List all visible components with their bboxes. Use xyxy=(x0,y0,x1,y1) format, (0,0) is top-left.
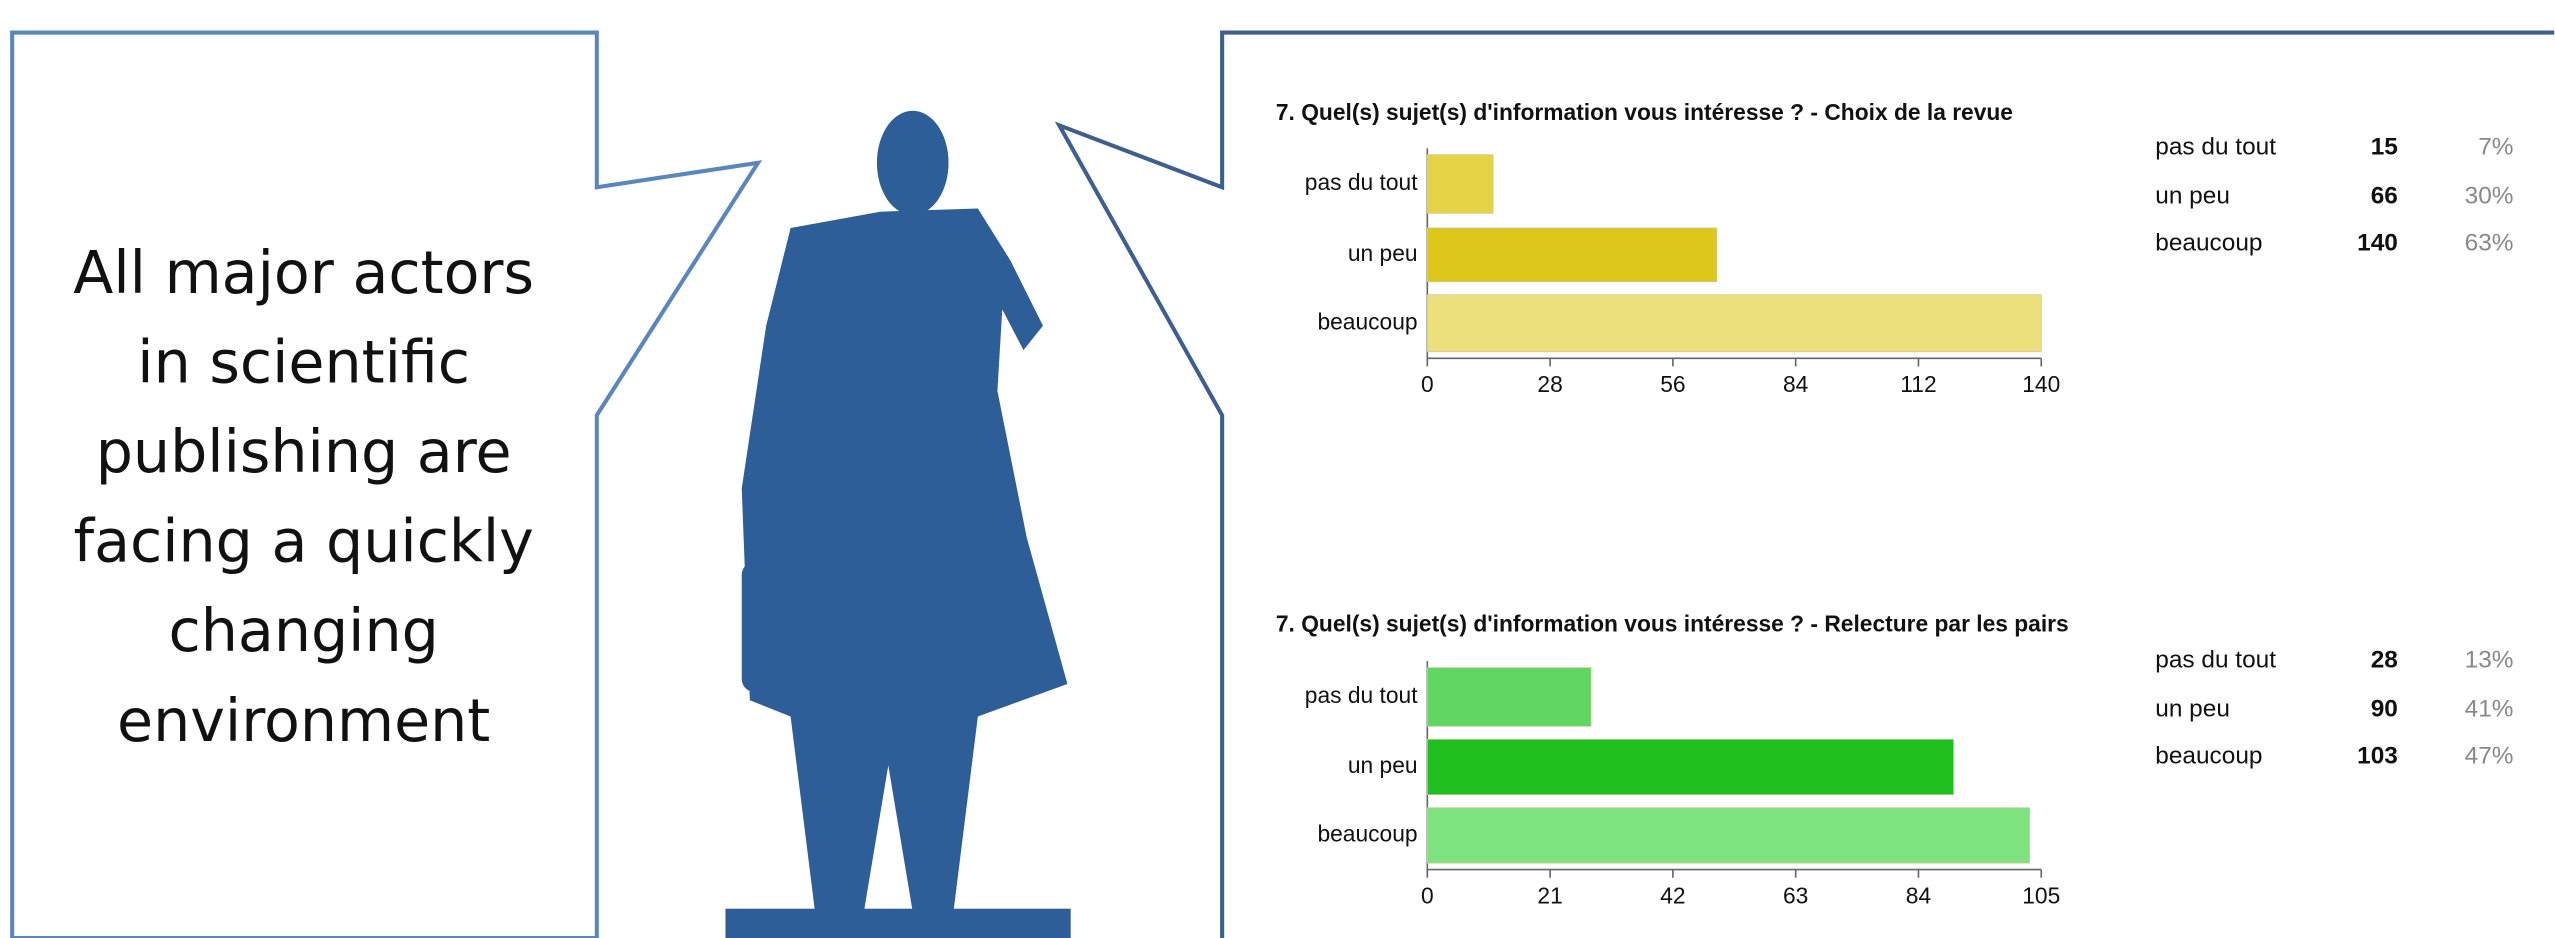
category-label: pas du tout xyxy=(1305,169,1418,195)
x-tick-label: 0 xyxy=(1421,882,1434,908)
callout-line: facing a quickly xyxy=(73,508,533,576)
bar xyxy=(1427,808,2029,863)
bar xyxy=(1427,668,1591,727)
x-tick-label: 140 xyxy=(2022,371,2060,397)
chart-title: 7. Quel(s) sujet(s) d'information vous i… xyxy=(1276,99,2013,125)
table-share: 7% xyxy=(2478,134,2513,161)
x-tick-label: 84 xyxy=(1906,882,1931,908)
table-category: beaucoup xyxy=(2155,743,2262,770)
slide: All major actors in scientific publishing … xyxy=(0,0,2555,938)
chart-title: 7. Quel(s) sujet(s) d'information vous i… xyxy=(1276,610,2069,636)
callout-line: in scientific xyxy=(137,329,470,397)
table-count: 28 xyxy=(2371,647,2398,674)
table-count: 140 xyxy=(2357,230,2398,257)
table-share: 30% xyxy=(2465,182,2514,209)
x-tick-label: 28 xyxy=(1537,371,1562,397)
category-label: pas du tout xyxy=(1305,682,1418,708)
table-category: un peu xyxy=(2155,182,2230,209)
table-count: 15 xyxy=(2371,134,2398,161)
silhouette xyxy=(725,111,1070,938)
table-category: pas du tout xyxy=(2155,647,2276,674)
x-tick-label: 63 xyxy=(1783,882,1808,908)
bar xyxy=(1427,155,1493,214)
x-tick-label: 42 xyxy=(1660,882,1685,908)
x-tick-label: 56 xyxy=(1660,371,1685,397)
callout-line: publishing are xyxy=(96,418,512,486)
category-label: beaucoup xyxy=(1317,308,1417,334)
x-tick-label: 84 xyxy=(1783,371,1808,397)
callout-line: changing xyxy=(169,597,439,665)
table-share: 41% xyxy=(2465,695,2514,722)
table-share: 47% xyxy=(2465,743,2514,770)
table-count: 90 xyxy=(2371,695,2398,722)
x-tick-label: 112 xyxy=(1900,371,1936,397)
table-category: beaucoup xyxy=(2155,230,2262,257)
bar xyxy=(1427,295,2041,352)
category-label: un peu xyxy=(1348,752,1418,778)
bar xyxy=(1427,228,1716,282)
callout-line: environment xyxy=(117,687,490,755)
table-share: 63% xyxy=(2465,230,2514,257)
table-share: 13% xyxy=(2465,647,2514,674)
callout-line: All major actors xyxy=(73,239,534,307)
table-count: 103 xyxy=(2357,743,2398,770)
right-callout xyxy=(1059,33,2554,938)
bar xyxy=(1427,739,1953,794)
x-tick-label: 105 xyxy=(2022,882,2060,908)
category-label: beaucoup xyxy=(1317,820,1417,846)
table-category: un peu xyxy=(2155,695,2230,722)
category-label: un peu xyxy=(1348,240,1418,266)
x-tick-label: 0 xyxy=(1421,371,1434,397)
table-count: 66 xyxy=(2371,182,2398,209)
x-tick-label: 21 xyxy=(1537,882,1562,908)
table-category: pas du tout xyxy=(2155,134,2276,161)
